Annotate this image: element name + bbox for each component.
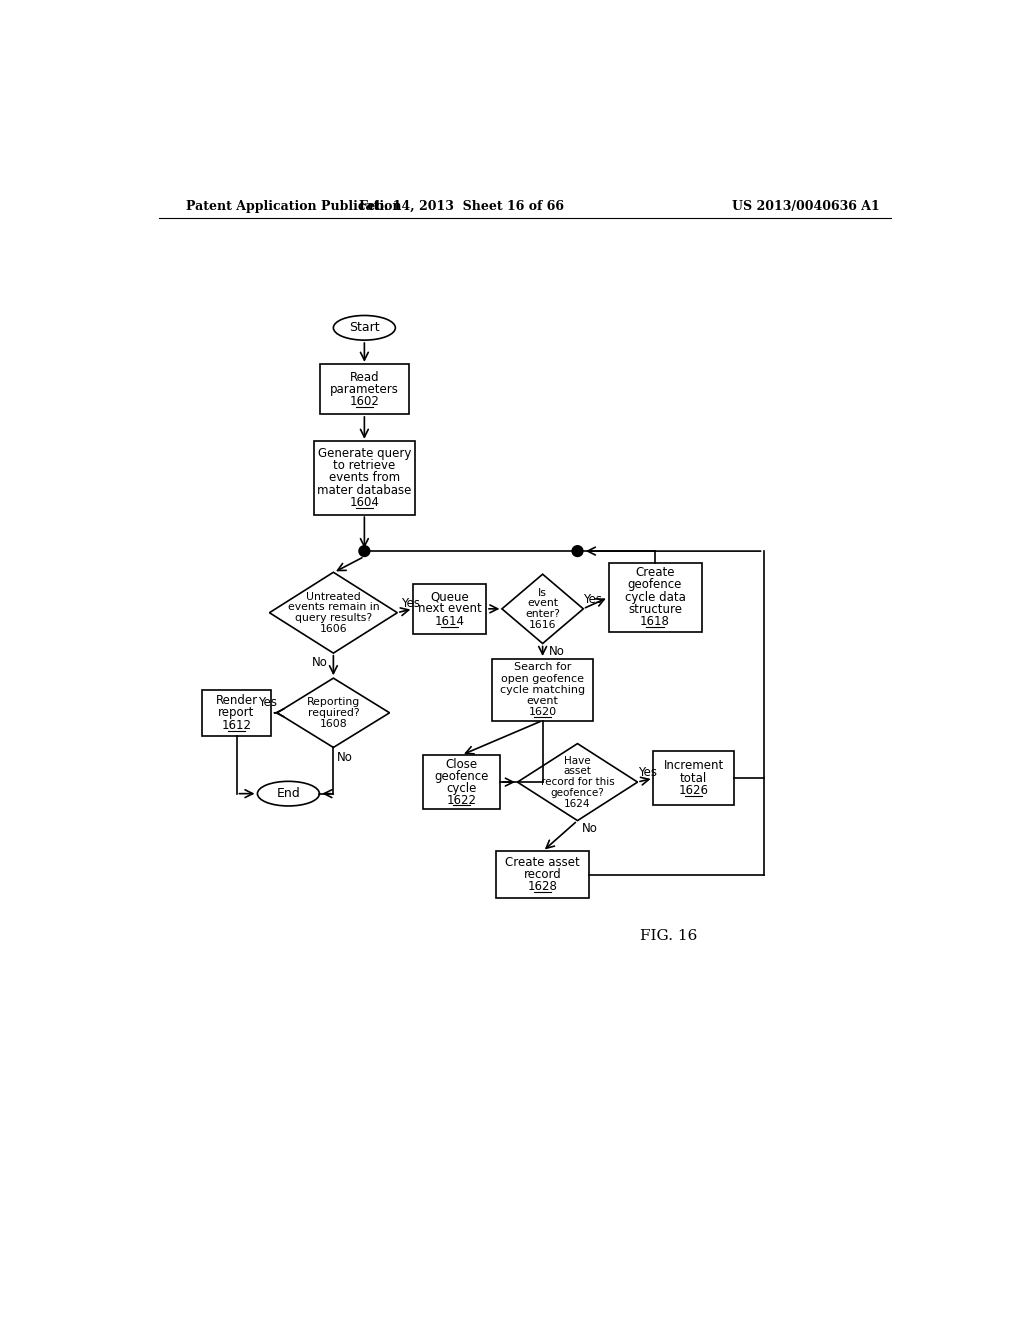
Text: required?: required? bbox=[307, 708, 359, 718]
Text: 1620: 1620 bbox=[528, 708, 557, 717]
Text: Start: Start bbox=[349, 321, 380, 334]
Text: 1606: 1606 bbox=[319, 624, 347, 634]
Ellipse shape bbox=[257, 781, 319, 807]
Text: Yes: Yes bbox=[258, 696, 278, 709]
Polygon shape bbox=[269, 573, 397, 653]
Text: No: No bbox=[549, 644, 564, 657]
Text: Yes: Yes bbox=[401, 597, 421, 610]
Text: 1628: 1628 bbox=[527, 880, 557, 894]
Text: open geofence: open geofence bbox=[501, 673, 584, 684]
Bar bbox=[608, 562, 701, 632]
Text: parameters: parameters bbox=[330, 383, 398, 396]
Text: No: No bbox=[311, 656, 328, 669]
Text: record: record bbox=[523, 869, 561, 880]
Text: geofence?: geofence? bbox=[551, 788, 604, 797]
Text: Create: Create bbox=[635, 566, 675, 579]
Text: geofence: geofence bbox=[628, 578, 682, 591]
Text: query results?: query results? bbox=[295, 612, 372, 623]
Polygon shape bbox=[517, 743, 638, 821]
Text: 1616: 1616 bbox=[528, 620, 556, 630]
Text: events remain in: events remain in bbox=[288, 602, 379, 612]
Text: report: report bbox=[218, 706, 255, 719]
Text: Read: Read bbox=[349, 371, 379, 384]
Text: asset: asset bbox=[563, 767, 592, 776]
Text: Have: Have bbox=[564, 755, 591, 766]
Text: 1614: 1614 bbox=[434, 615, 465, 628]
Bar bbox=[496, 851, 589, 898]
Text: Increment: Increment bbox=[664, 759, 724, 772]
Text: Feb. 14, 2013  Sheet 16 of 66: Feb. 14, 2013 Sheet 16 of 66 bbox=[358, 199, 564, 213]
Text: event: event bbox=[526, 696, 558, 706]
Text: Reporting: Reporting bbox=[307, 697, 360, 708]
Text: structure: structure bbox=[628, 603, 682, 616]
Text: cycle: cycle bbox=[446, 781, 476, 795]
Text: Is: Is bbox=[539, 587, 547, 598]
Text: record for this: record for this bbox=[541, 777, 614, 787]
Text: 1604: 1604 bbox=[349, 496, 379, 510]
Polygon shape bbox=[278, 678, 389, 747]
Text: next event: next event bbox=[418, 602, 481, 615]
Text: No: No bbox=[582, 822, 598, 834]
Text: events from: events from bbox=[329, 471, 400, 484]
Text: US 2013/0040636 A1: US 2013/0040636 A1 bbox=[732, 199, 881, 213]
Text: cycle matching: cycle matching bbox=[500, 685, 585, 694]
Text: geofence: geofence bbox=[434, 770, 488, 783]
Bar bbox=[319, 364, 409, 414]
Text: 1602: 1602 bbox=[349, 395, 379, 408]
Text: Generate query: Generate query bbox=[317, 446, 411, 459]
Bar bbox=[493, 659, 593, 721]
Text: Render: Render bbox=[215, 694, 258, 708]
Bar bbox=[413, 583, 486, 634]
Text: 1618: 1618 bbox=[640, 615, 670, 628]
Text: enter?: enter? bbox=[525, 610, 560, 619]
Bar bbox=[653, 751, 734, 805]
Circle shape bbox=[572, 545, 583, 557]
Bar bbox=[314, 441, 415, 515]
Bar bbox=[202, 689, 271, 737]
Text: 1626: 1626 bbox=[679, 784, 709, 797]
Text: Search for: Search for bbox=[514, 663, 571, 672]
Text: Close: Close bbox=[445, 758, 477, 771]
Text: to retrieve: to retrieve bbox=[333, 459, 395, 473]
Text: FIG. 16: FIG. 16 bbox=[640, 929, 697, 942]
Text: Yes: Yes bbox=[584, 593, 602, 606]
Text: Create asset: Create asset bbox=[505, 855, 580, 869]
Text: Patent Application Publication: Patent Application Publication bbox=[186, 199, 401, 213]
Text: mater database: mater database bbox=[317, 483, 412, 496]
Circle shape bbox=[359, 545, 370, 557]
Text: 1622: 1622 bbox=[446, 793, 476, 807]
Text: Untreated: Untreated bbox=[306, 591, 360, 602]
Text: Yes: Yes bbox=[638, 766, 656, 779]
Polygon shape bbox=[502, 574, 584, 644]
Bar bbox=[423, 755, 500, 809]
Text: event: event bbox=[527, 598, 558, 609]
Text: 1612: 1612 bbox=[221, 718, 252, 731]
Text: End: End bbox=[276, 787, 300, 800]
Text: 1624: 1624 bbox=[564, 799, 591, 809]
Text: 1608: 1608 bbox=[319, 718, 347, 729]
Text: Queue: Queue bbox=[430, 590, 469, 603]
Ellipse shape bbox=[334, 315, 395, 341]
Text: cycle data: cycle data bbox=[625, 591, 685, 603]
Text: total: total bbox=[680, 772, 708, 785]
Text: No: No bbox=[337, 751, 353, 764]
